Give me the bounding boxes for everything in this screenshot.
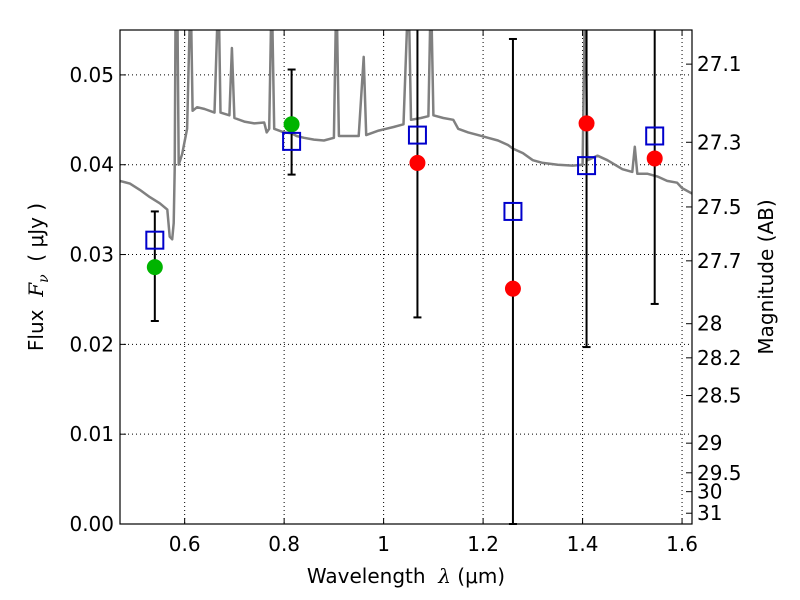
y-tick-label: 0.03	[69, 243, 114, 267]
blue-square-marker	[407, 125, 427, 145]
green-point-marker	[146, 259, 163, 276]
red-point-marker	[578, 115, 595, 132]
y2-tick-label: 31	[697, 501, 722, 525]
plot-frame	[119, 29, 693, 525]
green-point-marker	[283, 116, 300, 133]
y2-tick-label: 29	[697, 431, 722, 455]
y-tick-label: 0.04	[69, 153, 114, 177]
y-tick-label: 0.01	[69, 422, 114, 446]
y-axis-label: Flux Fν ( μJy )	[24, 203, 52, 351]
blue-square-marker	[503, 201, 523, 221]
grid	[120, 30, 692, 524]
y-tick-label: 0.00	[69, 512, 114, 536]
x-tick-label: 0.8	[268, 532, 300, 556]
x-tick-label: 1	[377, 532, 390, 556]
spectrum-line	[120, 30, 692, 241]
y2-axis-label: Magnitude (AB)	[754, 199, 778, 354]
blue-square-marker	[577, 156, 597, 176]
y2-tick-label: 29.5	[697, 461, 742, 485]
blue-square-marker	[282, 131, 302, 151]
y-tick-label: 0.05	[69, 63, 114, 87]
y2-tick-label: 30	[697, 480, 722, 504]
y2-tick-label: 28.2	[697, 346, 742, 370]
blue-square-marker	[645, 126, 665, 146]
y2-tick-label: 27.7	[697, 249, 742, 273]
y-tick-label: 0.02	[69, 332, 114, 356]
red-point-marker	[409, 154, 426, 171]
x-tick-label: 1.6	[666, 532, 698, 556]
x-axis-label: Wavelength λ (μm)	[307, 564, 505, 588]
y2-tick-label: 28.5	[697, 384, 742, 408]
x-tick-label: 1.2	[467, 532, 499, 556]
y2-tick-label: 28	[697, 312, 722, 336]
blue-square-marker	[145, 230, 165, 250]
x-tick-label: 1.4	[567, 532, 599, 556]
plot-area	[120, 30, 692, 241]
markers	[145, 115, 665, 297]
y2-tick-label: 27.3	[697, 130, 742, 154]
y2-tick-label: 27.1	[697, 52, 742, 76]
red-point-marker	[646, 150, 663, 167]
red-point-marker	[504, 280, 521, 297]
ticks: 0.6 0.8 1 1.2 1.4 1.6 0.00 0.01 0.02 0.03 0.04 0.05…	[69, 30, 742, 556]
x-tick-label: 0.6	[169, 532, 201, 556]
y2-tick-label: 27.5	[697, 195, 742, 219]
